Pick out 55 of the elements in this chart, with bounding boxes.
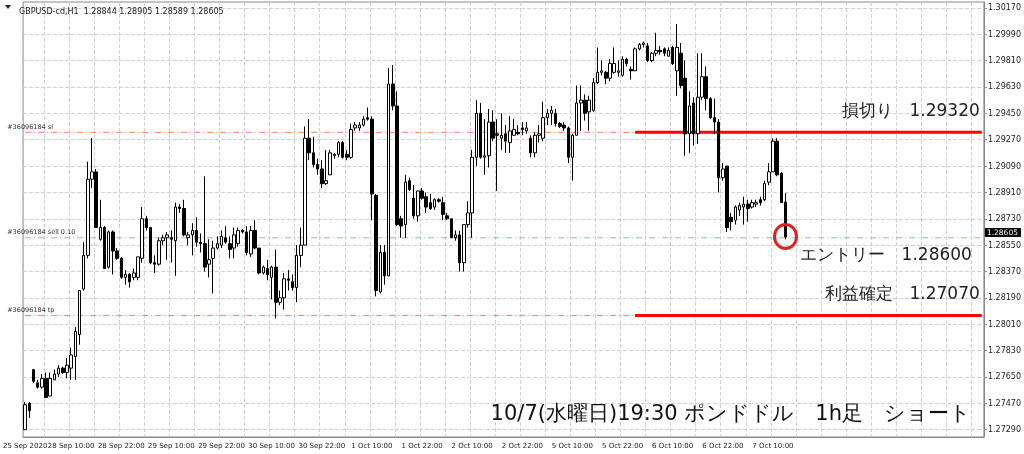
candlestick: [441, 196, 445, 221]
y-tick-label: 1.30170: [987, 3, 1022, 13]
text: 10/7(水曜日)19:30 ポンドドル 1h足 ショート: [490, 400, 972, 425]
candlestick: [328, 149, 332, 176]
candlestick: [174, 202, 177, 277]
candlestick: [746, 199, 750, 223]
candlestick: [211, 240, 215, 294]
candlestick: [220, 229, 223, 249]
candlestick: [337, 140, 340, 158]
candlestick: [232, 227, 236, 259]
candlestick: [675, 23, 679, 97]
y-tick-label: 1.29450: [987, 108, 1022, 118]
candlestick: [696, 52, 700, 145]
y-tick-label: 1.27470: [987, 398, 1022, 408]
y-tick-label: 1.28730: [987, 214, 1022, 224]
y-tick-label: 1.28190: [987, 293, 1022, 303]
y-tick-label: 1.28550: [987, 240, 1022, 250]
candlestick: [32, 369, 35, 384]
candlestick: [541, 101, 545, 142]
candlestick: [48, 372, 52, 397]
candlestick: [349, 123, 353, 160]
candlestick: [424, 191, 428, 214]
candlestick: [521, 121, 524, 136]
candlestick: [224, 225, 227, 245]
candlestick: [324, 149, 328, 186]
candlestick: [754, 199, 758, 208]
candlestick: [274, 249, 278, 319]
candlestick: [111, 229, 115, 275]
series-label: 損切り 1.29320: [841, 100, 980, 121]
candlestick: [621, 55, 624, 78]
y-tick-label: 1.29990: [987, 29, 1022, 39]
y-tick-label: 1.29270: [987, 135, 1022, 145]
candlestick: [725, 165, 729, 233]
candlestick: [525, 121, 528, 135]
candlestick: [282, 272, 286, 311]
series-label: 利益確定 1.27070: [824, 283, 980, 304]
candlestick: [508, 115, 512, 154]
y-tick-label: 1.28010: [987, 319, 1022, 329]
candlestick: [579, 84, 583, 132]
y-tick-label: 1.29090: [987, 161, 1022, 171]
annotation: エントリー 1.28600: [799, 244, 972, 265]
y-tick-label: 1.28370: [987, 266, 1022, 276]
y-tick-label: 1.27650: [987, 372, 1022, 382]
y-tick-label: 1.27830: [987, 346, 1022, 356]
candlestick: [550, 105, 553, 126]
candlestick: [642, 41, 645, 48]
candlestick: [44, 372, 48, 398]
y-tick-label: 1.28910: [987, 187, 1022, 197]
candlestick: [165, 231, 169, 261]
candlestick: [23, 401, 27, 431]
text: GBPUSD-cd,H1 1.28844 1.28905 1.28589 1.28605: [19, 6, 224, 16]
y-tick-label: 1.27290: [987, 425, 1022, 435]
candlestick: [763, 180, 766, 202]
y-tick-label: 1.29630: [987, 82, 1022, 92]
y-tick-label: 1.29810: [987, 56, 1022, 66]
